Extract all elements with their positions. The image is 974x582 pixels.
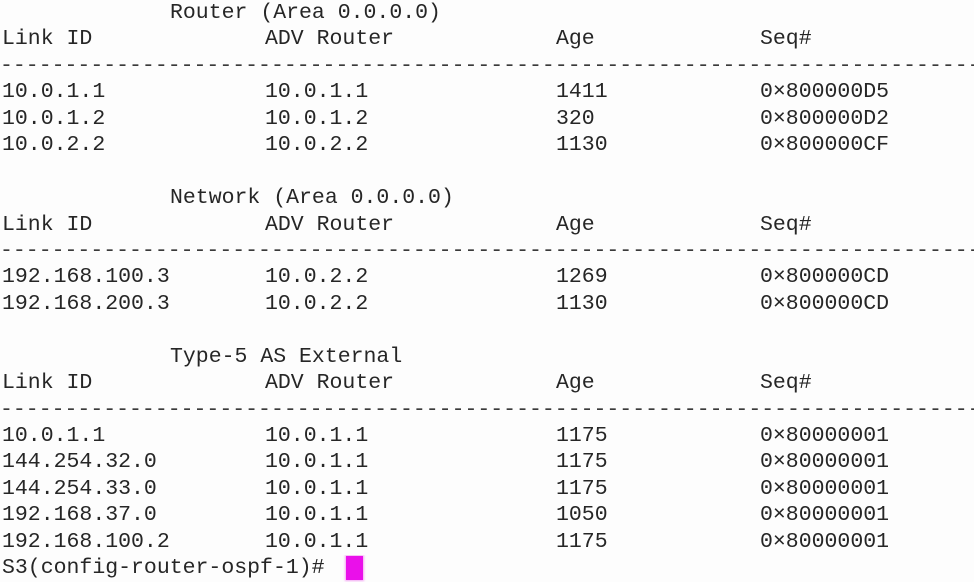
column-header-seq: Seq# [760,212,812,237]
column-header-age: Age [556,212,595,237]
cell-age: 1175 [556,424,608,448]
cell-seq: 0×800000CD [760,265,890,290]
separator-dashes: ----------------------------------------… [0,53,974,78]
separator-dashes: ----------------------------------------… [0,238,974,263]
cell-link-id: 10.0.1.1 [2,424,106,448]
cell-seq: 0×80000001 [760,424,890,448]
section-type5-title-line: Type-5 AS External [0,344,974,370]
cell-adv-router: 10.0.1.1 [265,424,369,448]
cell-seq: 0×800000CF [760,133,890,158]
cell-age: 1050 [556,503,608,528]
column-header-age: Age [556,27,595,52]
column-header-age: Age [556,371,595,396]
column-header-seq: Seq# [760,27,812,52]
table-row: 192.168.100.2 10.0.1.1 1175 0×80000001 [0,529,974,555]
table-row: 192.168.200.3 10.0.2.2 1130 0×800000CD [0,291,974,317]
column-header-row: Link ID ADV Router Age Seq# [0,26,974,52]
cell-adv-router: 10.0.1.1 [265,476,369,501]
column-header-row: Link ID ADV Router Age Seq# [0,370,974,396]
cell-age: 1175 [556,529,608,554]
cell-link-id: 192.168.100.3 [2,265,170,290]
cell-seq: 0×80000001 [760,529,890,554]
section-title: Network (Area 0.0.0.0) [170,186,454,211]
table-row: 10.0.2.2 10.0.2.2 1130 0×800000CF [0,132,974,158]
column-header-row: Link ID ADV Router Age Seq# [0,212,974,238]
cell-seq: 0×80000001 [760,476,890,501]
column-header-link-id: Link ID [2,371,93,396]
table-row: 10.0.1.2 10.0.1.2 320 0×800000D2 [0,106,974,132]
separator-dashes: ----------------------------------------… [0,397,974,422]
section-network-title-line: Network (Area 0.0.0.0) [0,185,974,211]
cell-age: 1130 [556,291,608,316]
column-header-adv-router: ADV Router [265,27,395,52]
cell-adv-router: 10.0.2.2 [265,133,369,158]
section-router-title-line: Router (Area 0.0.0.0) [0,0,974,26]
cell-age: 1411 [556,80,608,105]
cell-seq: 0×80000001 [760,450,890,475]
column-header-adv-router: ADV Router [265,212,395,237]
column-header-seq: Seq# [760,371,812,396]
cell-link-id: 10.0.1.2 [2,106,106,131]
cell-seq: 0×800000D5 [760,80,890,105]
command-prompt: S3(config-router-ospf-1)# [2,556,338,581]
blank-line [0,159,974,185]
separator-line: ----------------------------------------… [0,53,974,79]
blank-line [0,317,974,343]
cell-seq: 0×800000D2 [760,106,890,131]
cell-age: 1175 [556,476,608,501]
command-prompt-line[interactable]: S3(config-router-ospf-1)# [0,555,974,581]
separator-line: ----------------------------------------… [0,238,974,264]
cell-adv-router: 10.0.1.1 [265,529,369,554]
cell-link-id: 10.0.2.2 [2,133,106,158]
cell-link-id: 144.254.32.0 [2,450,157,475]
table-row: 192.168.100.3 10.0.2.2 1269 0×800000CD [0,264,974,290]
section-title: Router (Area 0.0.0.0) [170,1,441,25]
table-row: 144.254.32.0 10.0.1.1 1175 0×80000001 [0,449,974,475]
cell-adv-router: 10.0.1.1 [265,503,369,528]
table-row: 10.0.1.1 10.0.1.1 1175 0×80000001 [0,423,974,449]
cell-age: 1269 [556,265,608,290]
cell-seq: 0×80000001 [760,503,890,528]
table-row: 144.254.33.0 10.0.1.1 1175 0×80000001 [0,476,974,502]
column-header-link-id: Link ID [2,27,93,52]
cell-link-id: 144.254.33.0 [2,476,157,501]
cell-adv-router: 10.0.1.1 [265,450,369,475]
cell-adv-router: 10.0.1.1 [265,80,369,105]
table-row: 192.168.37.0 10.0.1.1 1050 0×80000001 [0,502,974,528]
separator-line: ----------------------------------------… [0,397,974,423]
cell-link-id: 10.0.1.1 [2,80,106,105]
cell-seq: 0×800000CD [760,291,890,316]
cell-adv-router: 10.0.2.2 [265,265,369,290]
terminal-cursor[interactable] [346,556,364,581]
cell-age: 320 [556,106,595,131]
cell-adv-router: 10.0.1.2 [265,106,369,131]
column-header-adv-router: ADV Router [265,371,395,396]
column-header-link-id: Link ID [2,212,93,237]
section-title: Type-5 AS External [170,344,403,369]
cell-link-id: 192.168.100.2 [2,529,170,554]
cell-link-id: 192.168.200.3 [2,291,170,316]
cell-link-id: 192.168.37.0 [2,503,157,528]
cell-age: 1175 [556,450,608,475]
cell-adv-router: 10.0.2.2 [265,291,369,316]
cell-age: 1130 [556,133,608,158]
table-row: 10.0.1.1 10.0.1.1 1411 0×800000D5 [0,79,974,105]
